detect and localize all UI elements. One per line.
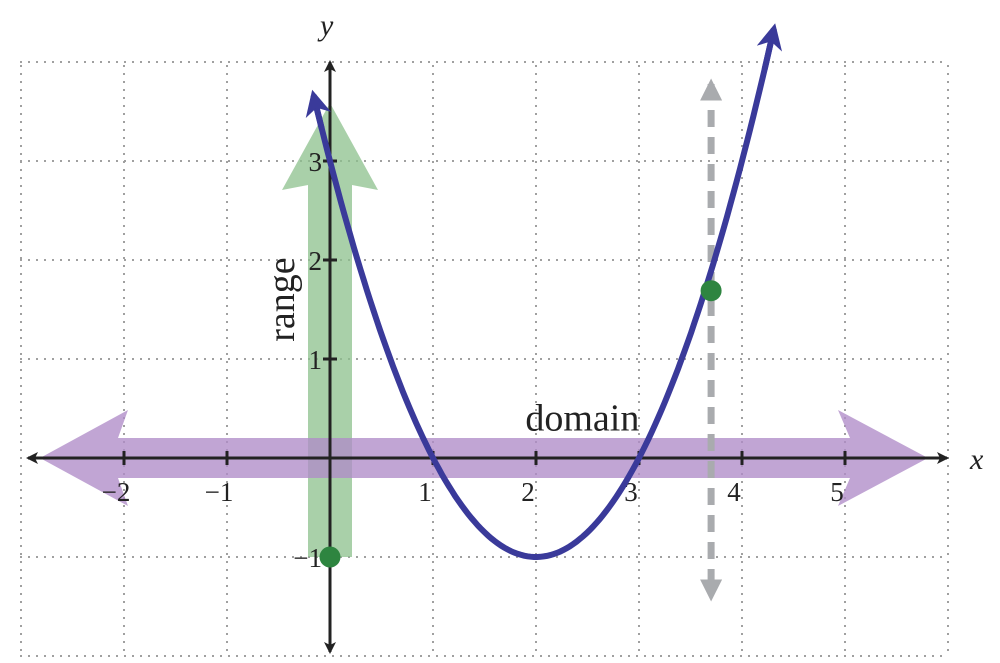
grid <box>20 61 949 657</box>
points <box>319 280 722 568</box>
y-tick-label: −1 <box>293 543 322 573</box>
x-axis-label: x <box>969 443 984 476</box>
x-tick-label: −1 <box>205 477 234 507</box>
parabola-curve <box>311 30 776 560</box>
y-tick-label: 3 <box>309 147 323 177</box>
curve-arrow-left <box>305 89 332 130</box>
curves <box>305 23 783 560</box>
data-point <box>319 546 341 568</box>
y-tick-label: 2 <box>309 246 323 276</box>
y-axis-label: y <box>317 9 334 42</box>
x-tick-label: 4 <box>727 477 741 507</box>
x-tick-label: 2 <box>521 477 535 507</box>
x-tick-label: 5 <box>830 477 844 507</box>
x-tick-label: 1 <box>418 477 432 507</box>
curve-arrow-right <box>756 23 783 70</box>
data-point <box>700 280 722 302</box>
domain-label: domain <box>525 397 639 439</box>
x-tick-label: −2 <box>102 477 131 507</box>
labels: domain range <box>261 257 639 439</box>
range-label: range <box>261 257 303 341</box>
y-tick-label: 1 <box>309 345 323 375</box>
axes: xy <box>26 9 984 654</box>
bands <box>40 103 928 557</box>
